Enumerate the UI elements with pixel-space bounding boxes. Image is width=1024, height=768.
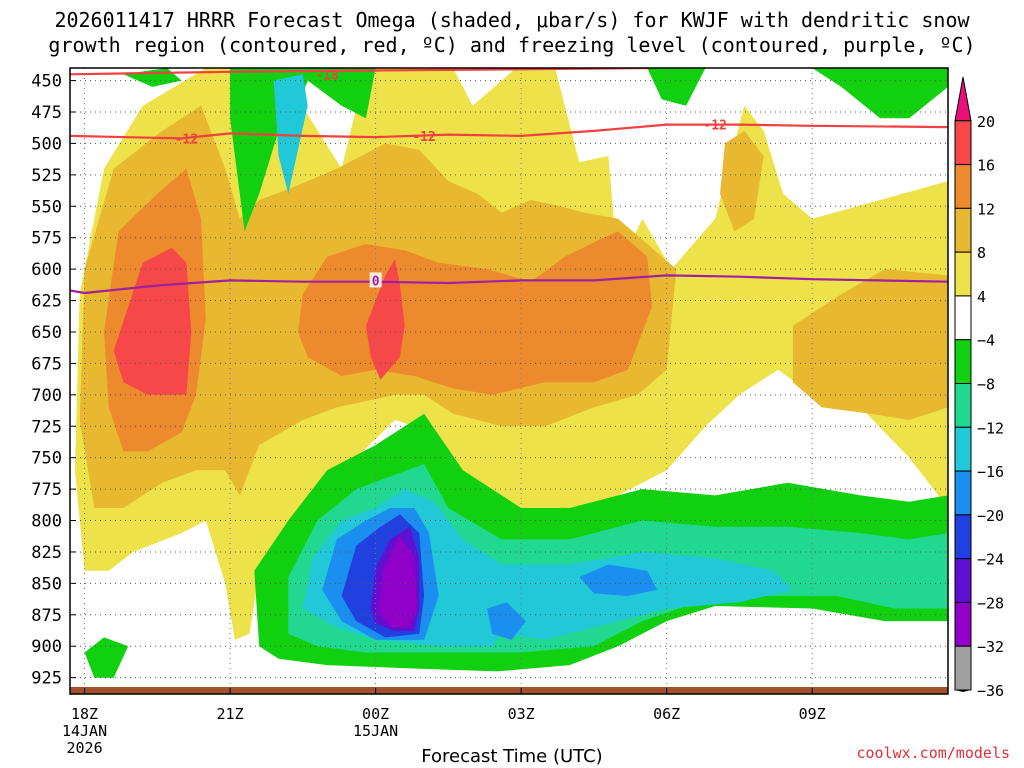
y-tick-label: 725	[31, 417, 62, 437]
colorbar-label: −4	[977, 332, 995, 350]
y-tick-label: 775	[31, 480, 62, 500]
colorbar-bin	[954, 295, 972, 341]
colorbar-bin	[954, 601, 972, 647]
x-tick-label: 21Z	[217, 705, 244, 723]
colorbar-bin-top-arrow	[954, 76, 972, 122]
x-tick-label: 03Z	[508, 705, 535, 723]
contour-label: -12	[412, 130, 435, 145]
contour-label: 0	[372, 274, 380, 289]
chart-title-line-2: growth region (contoured, red, ºC) and f…	[48, 33, 976, 57]
colorbar-bin	[954, 251, 972, 297]
chart-title-line-1: 2026011417 HRRR Forecast Omega (shaded, …	[54, 8, 970, 32]
colorbar-bin	[954, 558, 972, 603]
x-tick-date: 15JAN	[353, 722, 398, 740]
colorbar-bin	[954, 426, 972, 472]
colorbar-label: −20	[977, 507, 1004, 525]
x-tick-label: 09Z	[799, 705, 826, 723]
y-tick-label: 575	[31, 229, 62, 249]
y-tick-label: 550	[31, 197, 62, 217]
y-tick-label: 925	[31, 669, 62, 689]
y-tick-label: 525	[31, 166, 62, 186]
contour-label: -12	[703, 119, 726, 134]
omega-shade-m32-m28	[378, 535, 417, 628]
colorbar-bin	[954, 383, 972, 428]
y-tick-label: 600	[31, 260, 62, 280]
credit-link[interactable]: coolwx.com/models	[856, 744, 1010, 762]
omega-shade-4-8-upper	[511, 68, 541, 106]
x-axis-label: Forecast Time (UTC)	[421, 746, 603, 767]
contour-dgz_minus18	[70, 68, 653, 76]
omega-shade-m20-m16-right	[579, 564, 657, 596]
y-tick-label: 750	[31, 449, 62, 469]
x-tick-label: 00Z	[362, 705, 389, 723]
colorbar-label: −24	[977, 551, 1004, 569]
colorbar-label: 4	[977, 288, 986, 306]
colorbar-bin	[954, 120, 972, 166]
colorbar-label: −12	[977, 419, 1004, 437]
y-tick-label: 900	[31, 637, 62, 657]
contour-label: -12	[175, 132, 198, 147]
omega-shade-m8-m4-topright	[812, 68, 948, 119]
colorbar-bin	[954, 339, 972, 385]
omega-shade-m8-m4-topmid	[647, 68, 706, 106]
x-tick-date: 14JAN	[62, 722, 107, 740]
y-tick-label: 800	[31, 512, 62, 532]
colorbar-bin	[954, 645, 972, 691]
colorbar-bin	[954, 514, 972, 560]
contour-freezing_level	[70, 274, 948, 295]
colorbar-label: −16	[977, 463, 1004, 481]
contour-dgz_minus12	[70, 123, 948, 140]
ground-surface	[70, 687, 948, 694]
plot-frame	[69, 67, 949, 695]
y-tick-label: 875	[31, 606, 62, 626]
colorbar-label: −32	[977, 638, 1004, 656]
y-tick-label: 650	[31, 323, 62, 343]
colorbar-label: −28	[977, 594, 1004, 612]
y-tick-label: 850	[31, 574, 62, 594]
y-tick-label: 675	[31, 354, 62, 374]
colorbar-label: −8	[977, 376, 995, 394]
omega-shade-m8-m4-tongue	[230, 68, 376, 232]
x-tick-label: 18Z	[71, 705, 98, 723]
colorbar-label: −36	[977, 682, 1004, 700]
omega-shading	[74, 68, 948, 678]
colorbar-label: 16	[977, 157, 995, 175]
colorbar-bin	[954, 207, 972, 253]
y-tick-label: 450	[31, 72, 62, 92]
y-tick-label: 825	[31, 543, 62, 563]
y-tick-label: 500	[31, 134, 62, 154]
x-tick-label: 06Z	[653, 705, 680, 723]
x-tick-year: 2026	[66, 739, 102, 757]
colorbar-label: 12	[977, 200, 995, 218]
colorbar-label: 8	[977, 244, 986, 262]
colorbar-bin	[954, 470, 972, 516]
colorbar-bin	[954, 164, 972, 209]
y-tick-label: 625	[31, 292, 62, 312]
y-tick-label: 700	[31, 386, 62, 406]
contour-label: -18	[315, 68, 339, 83]
omega-shade-m16-m12-tongue	[273, 74, 308, 194]
colorbar-bottom-cap-2	[955, 690, 971, 692]
y-tick-label: 475	[31, 103, 62, 123]
colorbar-label: 20	[977, 113, 995, 131]
omega-shade-m8-m4-bottomleft	[84, 637, 129, 678]
omega-shade-16-20-center	[365, 259, 405, 380]
contour-label-bg	[369, 272, 382, 288]
omega-shade-8-12-right	[792, 269, 948, 420]
omega-shade-m20-m16-dot	[487, 602, 526, 640]
